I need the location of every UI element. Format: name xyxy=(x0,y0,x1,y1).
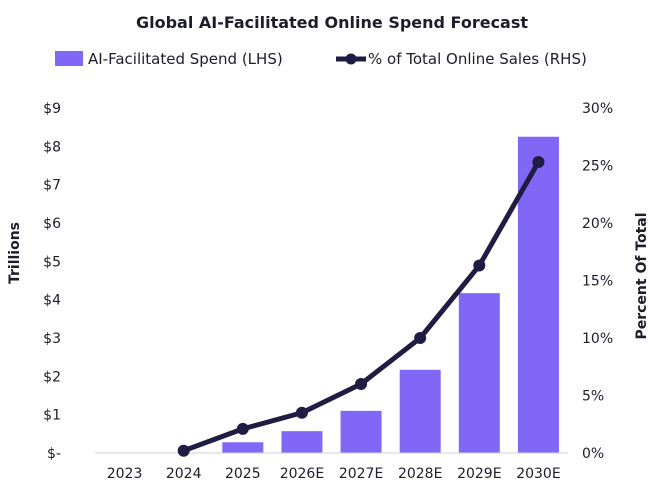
legend-bar-swatch xyxy=(55,51,83,66)
y-axis-title: Trillions xyxy=(7,222,23,284)
y2-tick-label: 30% xyxy=(582,101,613,117)
line-point xyxy=(473,259,486,272)
y-tick-label: $8 xyxy=(43,139,61,155)
y-tick-label: $3 xyxy=(43,331,61,347)
y2-tick-label: 15% xyxy=(582,274,613,290)
x-tick-label: 2027E xyxy=(339,466,383,482)
bar-series xyxy=(222,136,559,453)
bar xyxy=(340,410,382,453)
chart-title: Global AI-Facilitated Online Spend Forec… xyxy=(136,13,528,32)
bar xyxy=(281,431,323,453)
y2-tick-label: 10% xyxy=(582,331,613,347)
line-point xyxy=(355,378,368,390)
y-tick-label: $7 xyxy=(43,178,61,194)
x-tick-label: 2029E xyxy=(457,466,501,482)
y-tick-label: $1 xyxy=(43,408,61,424)
y2-tick-label: 5% xyxy=(582,389,604,405)
y-tick-label: $5 xyxy=(43,254,61,270)
x-tick-label: 2025 xyxy=(225,466,261,482)
y-axis-ticks: $- $1 $2 $3 $4 $5 $6 $7 $8 $9 xyxy=(43,101,61,462)
legend-bar-label: AI-Facilitated Spend (LHS) xyxy=(88,50,283,68)
line-point xyxy=(295,406,308,419)
y2-axis-title: Percent Of Total xyxy=(634,212,650,339)
legend: AI-Facilitated Spend (LHS) % of Total On… xyxy=(55,50,587,68)
line-point xyxy=(532,156,545,169)
bar xyxy=(222,442,264,453)
x-tick-label: 2024 xyxy=(166,466,202,482)
bar xyxy=(399,369,441,453)
y-tick-label: $9 xyxy=(43,101,61,117)
x-tick-label: 2030E xyxy=(516,466,560,482)
legend-line-marker xyxy=(345,53,357,65)
x-tick-label: 2028E xyxy=(398,466,442,482)
y-tick-label: $6 xyxy=(43,216,61,232)
x-tick-label: 2026E xyxy=(280,466,324,482)
y2-axis-ticks: 0% 5% 10% 15% 20% 25% 30% xyxy=(582,101,613,462)
x-tick-label: 2023 xyxy=(107,466,143,482)
legend-line-label: % of Total Online Sales (RHS) xyxy=(368,50,587,68)
y-tick-label: $2 xyxy=(43,369,61,385)
y2-tick-label: 20% xyxy=(582,216,613,232)
y2-tick-label: 0% xyxy=(582,446,604,462)
line-point xyxy=(177,444,190,457)
y2-tick-label: 25% xyxy=(582,159,613,175)
y-tick-label: $4 xyxy=(43,293,61,309)
x-axis-ticks: 2023 2024 2025 2026E 2027E 2028E 2029E 2030E xyxy=(107,466,561,482)
bar xyxy=(458,293,500,453)
y-tick-label: $- xyxy=(47,446,61,462)
line-point xyxy=(236,422,249,435)
line-point xyxy=(414,332,427,344)
line-series xyxy=(177,156,545,457)
